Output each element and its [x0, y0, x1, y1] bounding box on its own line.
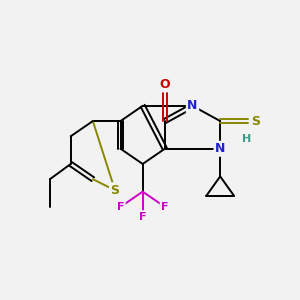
Text: O: O — [160, 78, 170, 91]
Text: H: H — [242, 134, 252, 144]
Text: F: F — [117, 202, 124, 212]
Text: S: S — [250, 115, 260, 128]
Text: N: N — [187, 99, 198, 112]
Text: F: F — [161, 202, 169, 212]
Text: N: N — [215, 142, 225, 155]
Text: S: S — [110, 184, 119, 197]
Text: F: F — [139, 212, 146, 221]
